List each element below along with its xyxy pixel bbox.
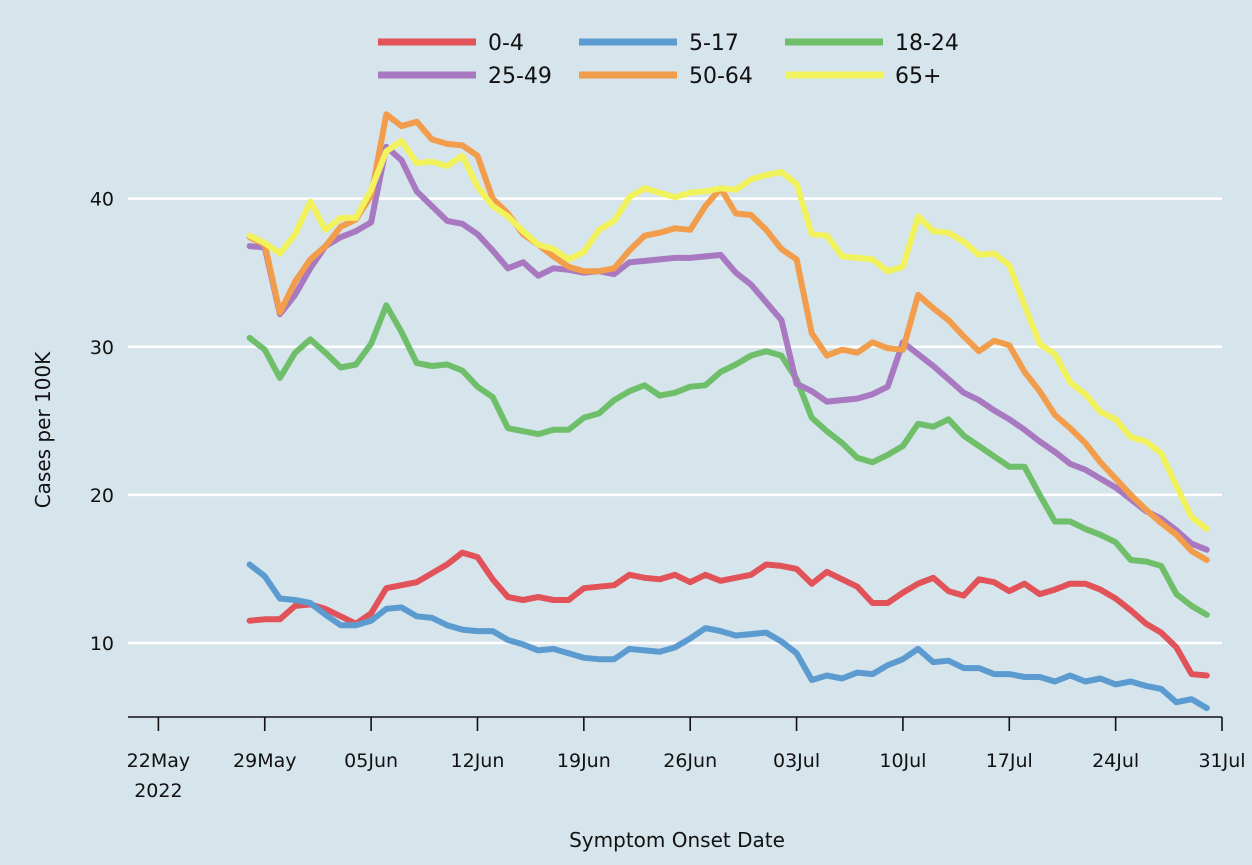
legend-label-25-49: 25-49	[488, 64, 552, 89]
y-tick-label: 10	[90, 633, 114, 655]
y-tick-label: 20	[90, 485, 114, 507]
x-tick-label: 12Jun	[451, 750, 505, 772]
series-line-65+	[246, 137, 1210, 532]
y-tick-label: 30	[90, 337, 114, 359]
legend-label-5-17: 5-17	[689, 31, 739, 56]
legend: 0-4 5-17 18-24 25-49 50-64 65+	[378, 31, 959, 89]
x-tick-sublabel: 2022	[134, 780, 182, 802]
series-line-5-17	[246, 561, 1210, 712]
legend-label-0-4: 0-4	[488, 31, 524, 56]
series-line-18-24	[246, 302, 1210, 618]
x-tick-label: 26Jun	[663, 750, 717, 772]
x-tick-label: 03Jul	[773, 750, 820, 772]
y-axis-title: Cases per 100K	[31, 351, 55, 508]
x-tick-label: 10Jul	[879, 750, 926, 772]
x-tick-label: 22May	[127, 750, 190, 772]
x-tick-label: 31Jul	[1198, 750, 1245, 772]
x-axis: 22May 2022 29May 05Jun 12Jun 19Jun 26Jun 03Jul 1…	[127, 716, 1246, 802]
series-line-50-64	[246, 111, 1210, 563]
x-tick-label: 17Jul	[986, 750, 1033, 772]
legend-label-50-64: 50-64	[689, 64, 753, 89]
x-tick-label: 19Jun	[557, 750, 611, 772]
series-line-25-49	[246, 143, 1210, 553]
y-axis-tick-labels: 10 20 30 40	[90, 189, 114, 655]
x-tick-label: 24Jul	[1092, 750, 1139, 772]
legend-label-18-24: 18-24	[895, 31, 959, 56]
series-lines	[246, 111, 1210, 712]
x-axis-title: Symptom Onset Date	[569, 828, 785, 852]
y-tick-label: 40	[90, 189, 114, 211]
x-tick-label: 05Jun	[344, 750, 398, 772]
legend-label-65+: 65+	[895, 64, 941, 89]
series-line-0-4	[246, 549, 1210, 679]
x-tick-label: 29May	[233, 750, 296, 772]
